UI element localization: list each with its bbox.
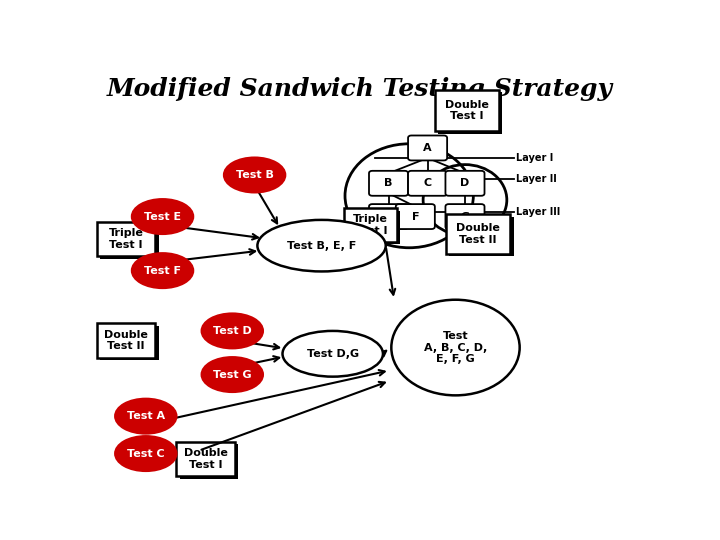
Text: Test E: Test E	[144, 212, 181, 221]
FancyBboxPatch shape	[435, 90, 499, 131]
FancyBboxPatch shape	[96, 323, 156, 358]
Text: F: F	[412, 212, 419, 221]
Text: Test C: Test C	[127, 449, 165, 458]
Text: C: C	[423, 178, 432, 188]
Text: Test
A, B, C, D,
E, F, G: Test A, B, C, D, E, F, G	[424, 331, 487, 364]
FancyBboxPatch shape	[369, 204, 408, 229]
FancyBboxPatch shape	[449, 217, 513, 256]
FancyBboxPatch shape	[344, 208, 397, 241]
Text: Layer II: Layer II	[516, 174, 557, 184]
FancyBboxPatch shape	[408, 171, 447, 196]
FancyBboxPatch shape	[369, 171, 408, 196]
FancyBboxPatch shape	[438, 92, 503, 134]
FancyBboxPatch shape	[96, 221, 156, 256]
Text: Test D: Test D	[213, 326, 252, 336]
Text: Test D,G: Test D,G	[307, 349, 359, 359]
FancyBboxPatch shape	[396, 204, 435, 229]
Text: Layer III: Layer III	[516, 207, 560, 218]
Text: Double
Test II: Double Test II	[456, 224, 500, 245]
Ellipse shape	[115, 436, 176, 471]
Text: E: E	[384, 212, 392, 221]
Text: G: G	[460, 212, 469, 221]
Text: Double
Test II: Double Test II	[104, 330, 148, 352]
Ellipse shape	[224, 158, 285, 192]
FancyBboxPatch shape	[180, 444, 238, 479]
FancyBboxPatch shape	[408, 136, 447, 160]
FancyBboxPatch shape	[100, 326, 158, 360]
Ellipse shape	[132, 253, 193, 288]
Ellipse shape	[115, 399, 176, 434]
Ellipse shape	[202, 357, 263, 392]
Text: D: D	[460, 178, 469, 188]
FancyBboxPatch shape	[446, 204, 485, 229]
Ellipse shape	[258, 220, 386, 272]
Ellipse shape	[202, 313, 263, 348]
Ellipse shape	[132, 199, 193, 234]
Text: Test A: Test A	[127, 411, 165, 421]
Text: Test G: Test G	[213, 369, 251, 380]
FancyBboxPatch shape	[446, 171, 485, 196]
Text: Test B, E, F: Test B, E, F	[287, 241, 356, 251]
Text: A: A	[423, 143, 432, 153]
Text: B: B	[384, 178, 392, 188]
FancyBboxPatch shape	[176, 442, 235, 476]
Text: Test F: Test F	[144, 266, 181, 275]
FancyBboxPatch shape	[100, 224, 158, 259]
Text: Test B: Test B	[235, 170, 274, 180]
Text: Modified Sandwich Testing Strategy: Modified Sandwich Testing Strategy	[107, 77, 613, 102]
Ellipse shape	[282, 331, 383, 377]
Ellipse shape	[392, 300, 520, 395]
Text: Triple
Test I: Triple Test I	[353, 214, 388, 235]
FancyBboxPatch shape	[446, 214, 510, 254]
Text: Double
Test I: Double Test I	[184, 448, 228, 470]
Text: Layer I: Layer I	[516, 153, 553, 164]
Text: Triple
Test I: Triple Test I	[109, 228, 143, 249]
FancyBboxPatch shape	[347, 211, 400, 244]
Text: Double
Test I: Double Test I	[445, 100, 489, 122]
